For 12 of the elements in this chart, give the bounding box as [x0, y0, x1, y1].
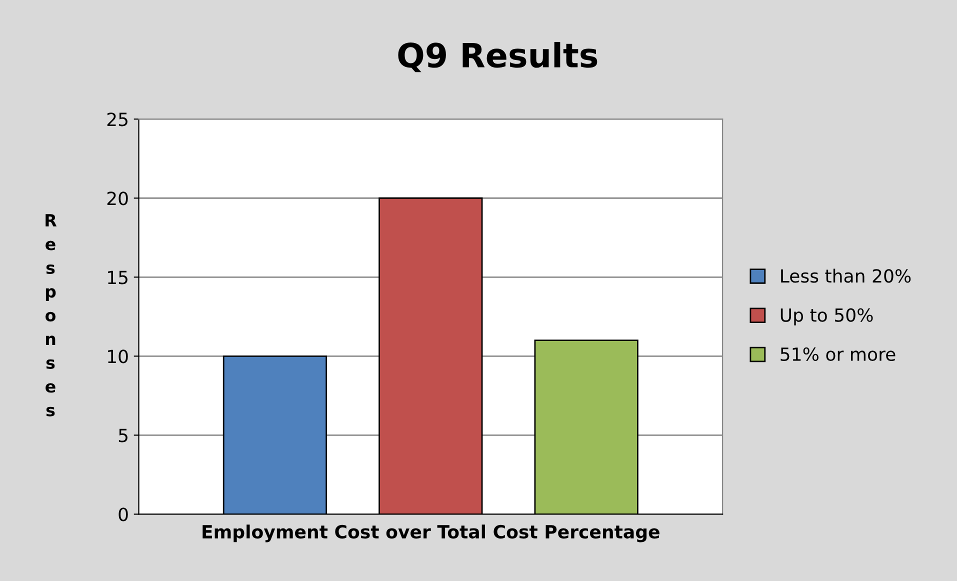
y-tick-label: 10: [108, 350, 128, 364]
y-tick-label: 15: [108, 270, 128, 284]
text: Responses: [46, 214, 57, 416]
y-tick-label: 5: [118, 428, 128, 442]
legend-label: Less than 20%: [781, 268, 911, 283]
chart-title: Q9 Results: [398, 42, 598, 72]
legend-label: 51% or more: [780, 347, 896, 362]
y-tick-label: 20: [107, 192, 128, 206]
y-tick-label: 0: [118, 508, 128, 522]
legend-label: Up to 50%: [780, 308, 873, 326]
y-tick-label: 25: [107, 112, 128, 126]
x-axis-title: Employment Cost over Total Cost Percentage: [202, 524, 660, 542]
